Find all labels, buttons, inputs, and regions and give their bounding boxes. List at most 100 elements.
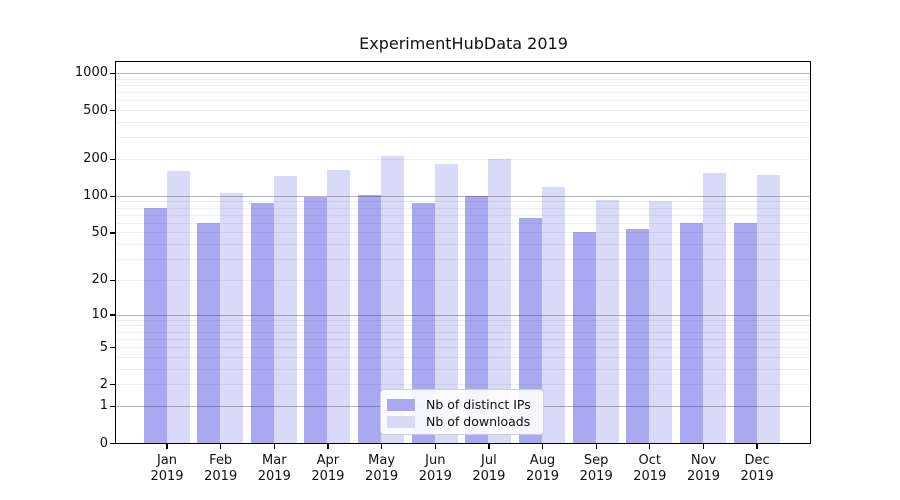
bar-downloads: [434, 164, 458, 443]
x-tick-label: Sep 2019: [579, 452, 613, 485]
bar-downloads: [166, 170, 190, 443]
x-tick-mark: [273, 443, 275, 449]
y-tick-label: 200: [83, 151, 108, 167]
bar-downloads: [542, 187, 566, 443]
legend-item-distinct-ips: Nb of distinct IPs: [387, 396, 543, 413]
gridline-minor: [116, 92, 810, 93]
x-tick-label: Apr 2019: [311, 452, 345, 485]
bar-downloads: [649, 200, 673, 443]
gridline-minor: [116, 201, 810, 203]
gridline-minor: [116, 214, 810, 216]
legend-item-downloads: Nb of downloads: [387, 413, 543, 430]
y-tick-label: 0: [99, 435, 108, 451]
x-tick-label: Feb 2019: [204, 452, 238, 485]
bar-distinct-ips: [358, 194, 382, 443]
y-tick-mark: [110, 442, 115, 445]
y-tick-label: 1: [99, 398, 108, 414]
bar-distinct-ips: [733, 222, 757, 443]
gridline-minor: [116, 325, 810, 327]
gridline-minor: [116, 338, 810, 340]
bar-downloads: [756, 175, 780, 443]
x-tick-label: Aug 2019: [525, 452, 560, 485]
legend-swatch-distinct-ips: [387, 398, 415, 411]
bar-distinct-ips: [572, 232, 596, 443]
x-tick-label: May 2019: [365, 452, 399, 485]
bar-distinct-ips: [143, 207, 167, 443]
bar-distinct-ips: [304, 197, 328, 443]
y-tick-mark: [110, 405, 115, 408]
y-tick-label: 100: [83, 188, 108, 204]
gridline-minor: [116, 259, 810, 260]
gridline-minor: [116, 207, 810, 209]
gridline-minor: [116, 368, 810, 370]
bar-distinct-ips: [465, 196, 489, 443]
y-tick-label: 1000: [74, 65, 108, 81]
y-tick-mark: [110, 346, 115, 349]
x-tick-label: Jan 2019: [150, 452, 184, 485]
x-tick-mark: [220, 443, 222, 449]
legend-swatch-downloads: [387, 415, 415, 428]
y-tick-mark: [110, 195, 115, 197]
plot-area: [115, 61, 811, 444]
gridline-minor: [116, 384, 810, 386]
y-tick-mark: [110, 109, 115, 112]
x-tick-mark: [756, 443, 758, 449]
bar-downloads: [488, 158, 512, 443]
y-tick-mark: [110, 158, 115, 161]
gridline-minor: [116, 331, 810, 333]
x-tick-mark: [595, 443, 597, 449]
y-tick-mark: [110, 72, 115, 75]
gridline-major: [116, 195, 810, 197]
gridline-major: [116, 72, 810, 74]
x-tick-mark: [488, 443, 490, 449]
x-tick-label: Dec 2019: [740, 452, 774, 485]
bar-distinct-ips: [680, 222, 703, 443]
y-tick-label: 2: [99, 376, 108, 392]
bar-downloads: [381, 156, 405, 443]
bar-distinct-ips: [197, 222, 221, 443]
bar-distinct-ips: [411, 202, 435, 443]
legend-label-distinct-ips: Nb of distinct IPs: [426, 397, 531, 412]
y-tick-label: 5: [99, 339, 108, 355]
gridline-minor: [116, 110, 810, 111]
bar-downloads: [273, 176, 297, 443]
gridline-minor: [116, 78, 810, 80]
gridline-minor: [116, 244, 810, 246]
y-tick-label: 50: [91, 224, 108, 240]
gridline-minor: [116, 232, 810, 234]
gridline-minor: [116, 100, 810, 102]
x-tick-label: Mar 2019: [257, 452, 291, 485]
x-tick-label: Nov 2019: [686, 452, 721, 485]
x-tick-mark: [649, 443, 651, 449]
x-tick-label: Oct 2019: [633, 452, 667, 485]
gridline-minor: [116, 222, 810, 224]
y-tick-label: 500: [83, 102, 108, 118]
bar-downloads: [220, 193, 244, 443]
bar-downloads: [327, 169, 351, 443]
x-tick-mark: [380, 443, 383, 449]
y-tick-label: 10: [91, 307, 108, 322]
gridline-minor: [116, 279, 810, 281]
gridline-minor: [116, 137, 810, 139]
x-tick-mark: [166, 443, 168, 449]
bar-distinct-ips: [519, 217, 543, 443]
y-tick-label: 20: [91, 272, 108, 288]
x-tick-label: Jun 2019: [418, 452, 452, 485]
gridline-major: [116, 314, 810, 316]
gridline-minor: [116, 356, 810, 358]
y-tick-mark: [110, 383, 115, 386]
y-tick-mark: [110, 232, 115, 234]
legend-label-downloads: Nb of downloads: [426, 414, 531, 429]
legend: Nb of distinct IPs Nb of downloads: [380, 389, 544, 435]
x-tick-mark: [702, 443, 705, 449]
gridline-minor: [116, 121, 810, 123]
gridline-minor: [116, 319, 810, 321]
chart-title: ExperimentHubData 2019: [359, 34, 568, 53]
x-tick-label: Jul 2019: [472, 452, 506, 485]
bar-distinct-ips: [626, 229, 650, 443]
y-tick-mark: [110, 314, 115, 316]
x-tick-mark: [541, 443, 544, 449]
x-tick-mark: [434, 443, 436, 449]
bar-downloads: [703, 172, 726, 443]
